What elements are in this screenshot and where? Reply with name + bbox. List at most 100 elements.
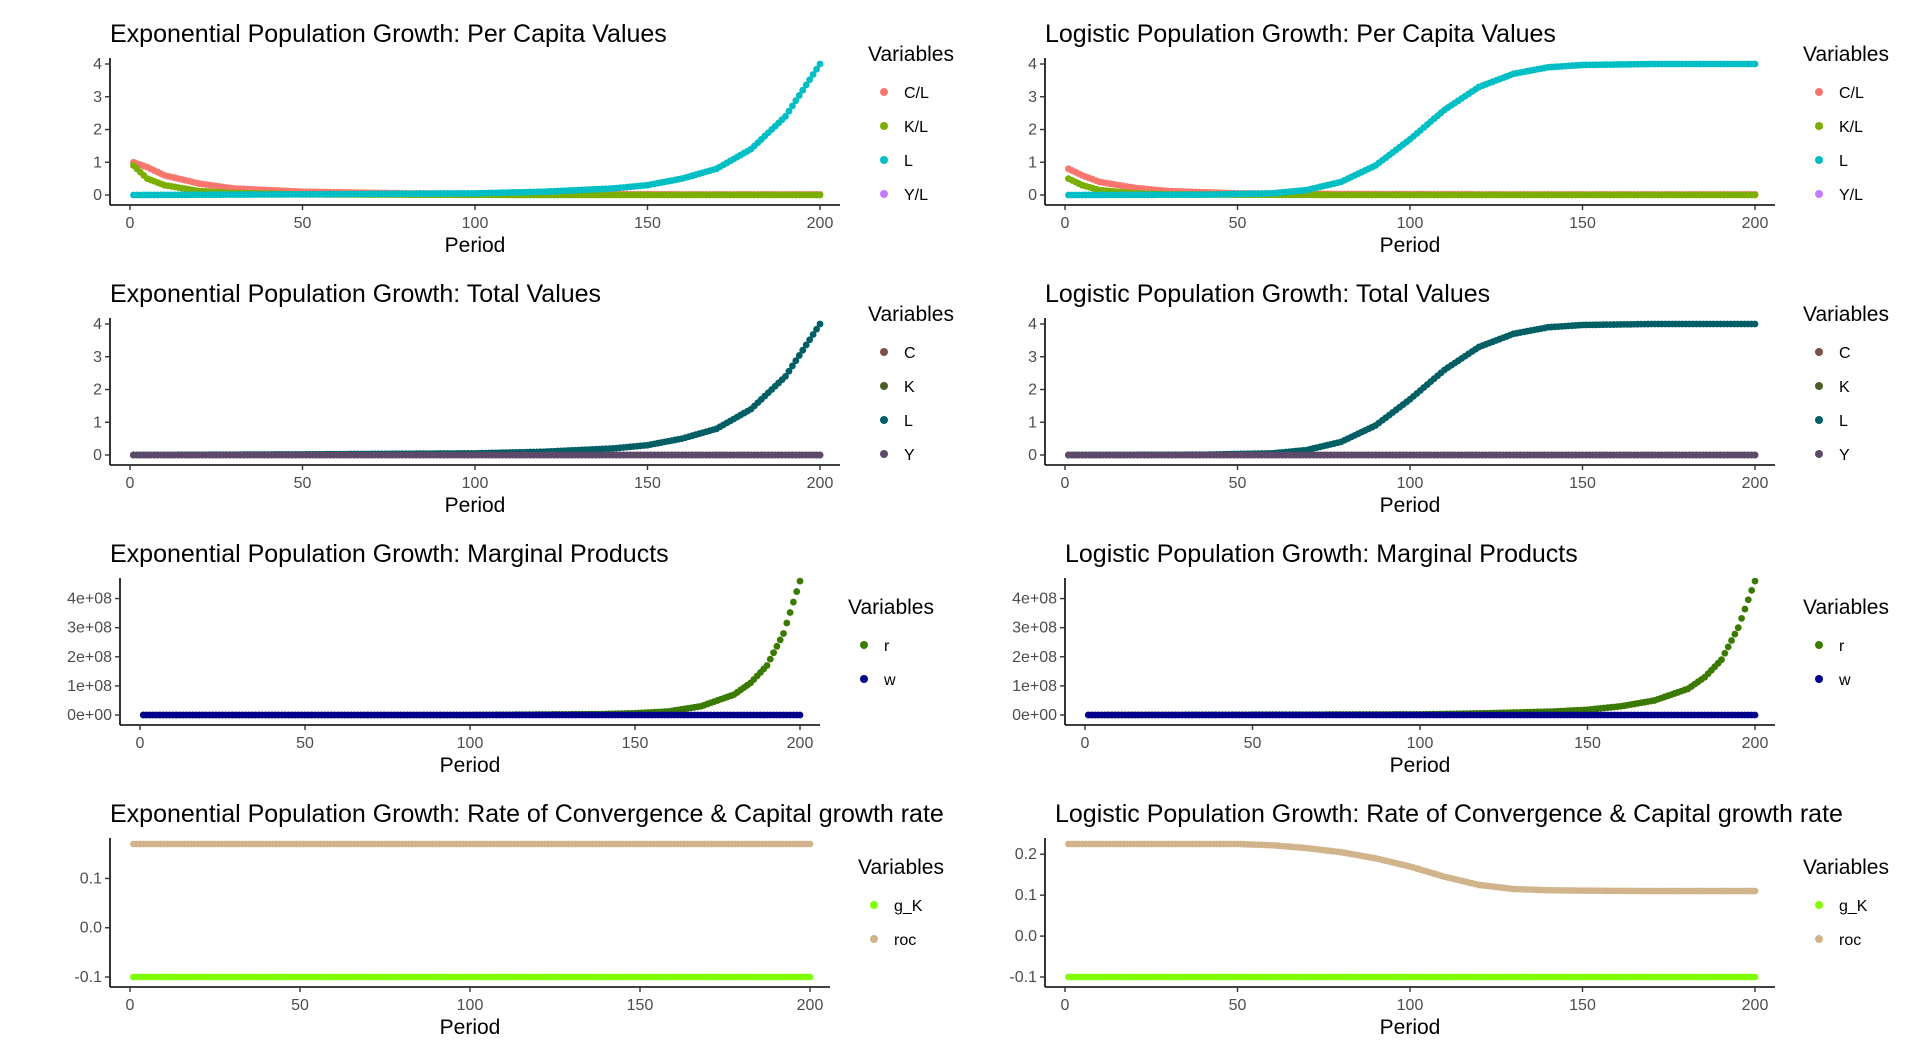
series-r [139,577,804,719]
chart-title: Exponential Population Growth: Per Capit… [110,20,667,48]
x-axis-title: Period [1380,494,1441,517]
chart-panel: Exponential Population Growth: Rate of C… [74,800,944,1039]
legend-key [880,122,888,130]
data-point [1731,630,1739,638]
series-roc [130,840,814,848]
x-tick-label: 100 [1407,735,1434,752]
x-tick-label: 0 [136,735,145,752]
legend-key [860,641,868,649]
x-axis-title: Period [440,1016,501,1039]
data-point [1751,451,1759,459]
y-tick-label: 0.2 [1015,846,1037,863]
y-tick-label: 2 [1028,382,1037,399]
legend-key [870,901,878,909]
y-tick-label: 4 [1028,316,1037,333]
y-tick-label: 2 [93,122,102,139]
legend-title: Variables [1803,596,1889,619]
legend-key [1815,382,1823,390]
series-roc [1065,840,1759,895]
legend-label: C [904,345,916,362]
y-tick-label: 3 [1028,89,1037,106]
data-point [766,655,774,663]
data-point [806,76,814,84]
x-tick-label: 150 [622,735,649,752]
legend-label: K/L [904,119,928,136]
x-tick-label: 200 [1742,997,1769,1014]
y-tick-label: 3 [93,89,102,106]
data-point [1718,656,1725,664]
chart-panel: Exponential Population Growth: Total Val… [93,280,954,517]
legend-key [880,156,888,164]
data-point [785,367,793,375]
y-tick-label: 0.0 [1015,928,1037,945]
legend-key [1815,641,1823,649]
legend-key [880,382,888,390]
legend-key [1815,156,1823,164]
x-axis-title: Period [440,754,501,777]
data-point [782,373,789,380]
data-point [763,662,771,669]
chart-panel: Exponential Population Growth: Per Capit… [93,20,954,257]
data-point [1734,624,1742,632]
y-tick-label: 1 [93,414,102,431]
data-point [793,588,801,595]
x-tick-label: 50 [1229,475,1247,492]
x-tick-label: 0 [1061,475,1070,492]
x-tick-label: 100 [457,735,484,752]
y-tick-label: 1e+08 [67,678,112,695]
x-tick-label: 150 [1569,215,1596,232]
x-tick-label: 50 [294,475,312,492]
legend-label: L [1839,153,1848,170]
legend-label: C [1839,345,1851,362]
series-l [130,320,824,459]
data-point [816,191,824,199]
data-point [802,341,810,349]
legend-title: Variables [848,596,934,619]
series-w [139,711,804,719]
x-tick-label: 50 [291,997,309,1014]
data-point [816,451,824,459]
data-point [796,577,804,585]
chart-panel: Exponential Population Growth: Marginal … [67,540,934,777]
y-tick-label: 4 [93,316,102,333]
data-point [792,357,800,365]
series-y [130,451,824,459]
legend-key [1815,450,1823,458]
data-point [802,81,810,89]
data-point [809,71,817,78]
legend-label: L [1839,413,1848,430]
data-point [813,325,820,333]
x-tick-label: 0 [1061,997,1070,1014]
y-tick-label: 1e+08 [1012,678,1057,695]
y-tick-label: 2e+08 [1012,649,1057,666]
chart-panel: Logistic Population Growth: Rate of Conv… [1009,800,1889,1039]
x-axis-title: Period [1380,1016,1441,1039]
legend-key [1815,935,1823,943]
y-tick-label: 3 [93,349,102,366]
legend-title: Variables [858,856,944,879]
y-tick-label: 0 [93,187,102,204]
x-tick-label: 100 [457,997,484,1014]
legend-label: C/L [904,85,929,102]
y-tick-label: 3e+08 [67,620,112,637]
chart-title: Exponential Population Growth: Total Val… [110,280,601,308]
y-tick-label: 2 [93,382,102,399]
data-point [795,352,803,359]
legend-key [1815,675,1823,683]
legend-label: r [884,638,890,655]
series-l [130,60,824,199]
y-tick-label: 4 [1028,56,1037,73]
y-tick-label: 3 [1028,349,1037,366]
legend-key [880,190,888,198]
legend-key [1815,190,1823,198]
y-tick-label: 2 [1028,122,1037,139]
data-point [789,102,796,110]
legend-label: Y/L [1839,187,1863,204]
y-tick-label: 3e+08 [1012,620,1057,637]
chart-panel: Logistic Population Growth: Per Capita V… [1028,20,1889,257]
legend-label: C/L [1839,85,1864,102]
x-tick-label: 200 [1742,475,1769,492]
data-point [795,92,803,99]
data-point [1751,711,1759,719]
